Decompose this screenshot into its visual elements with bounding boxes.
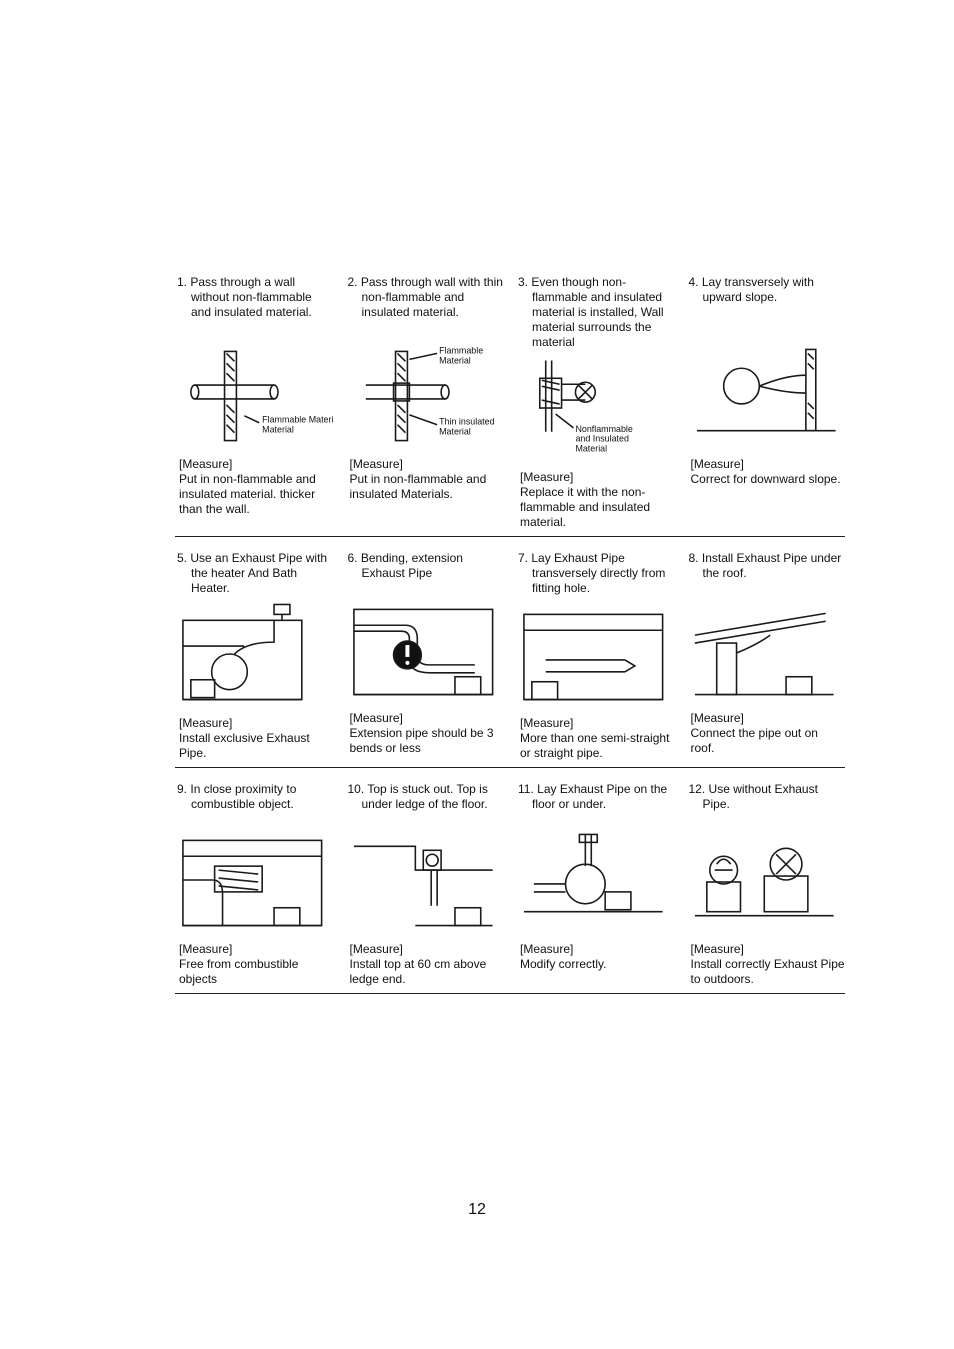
cell-6: 6. Bending, extension Exhaust Pipe bbox=[346, 551, 505, 761]
cell-8: 8. Install Exhaust Pipe under the roof. bbox=[687, 551, 846, 761]
svg-text:Material: Material bbox=[439, 355, 471, 365]
diagram-wall-surround: Nonflammable and Insulated Material bbox=[516, 354, 675, 464]
measure-text: [Measure]Put in non-flammable and insula… bbox=[175, 457, 334, 517]
svg-text:and Insulated: and Insulated bbox=[575, 434, 629, 444]
diagram-upward bbox=[687, 341, 846, 451]
item-title: 7. Lay Exhaust Pipe transversely directl… bbox=[530, 551, 675, 596]
item-title: 8. Install Exhaust Pipe under the roof. bbox=[701, 551, 846, 591]
cell-4: 4. Lay transversely with upward slope. bbox=[687, 275, 846, 530]
diagram-ledge bbox=[346, 826, 505, 936]
cell-2: 2. Pass through wall with thin non-flamm… bbox=[346, 275, 505, 530]
measure-text: [Measure]Modify correctly. bbox=[516, 942, 675, 972]
item-title: 4. Lay transversely with upward slope. bbox=[701, 275, 846, 337]
item-title: 6. Bending, extension Exhaust Pipe bbox=[360, 551, 505, 591]
svg-text:Flammable: Flammable bbox=[439, 345, 483, 355]
measure-text: [Measure]Install top at 60 cm above ledg… bbox=[346, 942, 505, 987]
measure-text: [Measure]Install correctly Exhaust Pipe … bbox=[687, 942, 846, 987]
row-2: 5. Use an Exhaust Pipe with the heater A… bbox=[175, 551, 845, 768]
cell-3: 3. Even though non-flammable and insulat… bbox=[516, 275, 675, 530]
diagram-wall-flammable: Flammable Material Material bbox=[175, 341, 334, 451]
item-title: 10. Top is stuck out. Top is under ledge… bbox=[360, 782, 505, 822]
item-title: 11. Lay Exhaust Pipe on the floor or und… bbox=[530, 782, 675, 822]
cell-11: 11. Lay Exhaust Pipe on the floor or und… bbox=[516, 782, 675, 987]
item-title: 1. Pass through a wall without non-flamm… bbox=[189, 275, 334, 337]
item-title: 12. Use without Exhaust Pipe. bbox=[701, 782, 846, 822]
diagram-shared bbox=[175, 600, 334, 710]
cell-7: 7. Lay Exhaust Pipe transversely directl… bbox=[516, 551, 675, 761]
diagram-floor bbox=[516, 826, 675, 936]
measure-text: [Measure]Install exclusive Exhaust Pipe. bbox=[175, 716, 334, 761]
diagram-under-roof bbox=[687, 595, 846, 705]
item-title: 9. In close proximity to combustible obj… bbox=[189, 782, 334, 822]
measure-text: [Measure]Connect the pipe out on roof. bbox=[687, 711, 846, 756]
diagram-label: Flammable Material bbox=[262, 415, 333, 425]
row-1: 1. Pass through a wall without non-flamm… bbox=[175, 275, 845, 537]
measure-text: [Measure]Replace it with the non-flammab… bbox=[516, 470, 675, 530]
cell-1: 1. Pass through a wall without non-flamm… bbox=[175, 275, 334, 530]
cell-12: 12. Use without Exhaust Pipe. bbox=[687, 782, 846, 987]
item-title: 2. Pass through wall with thin non-flamm… bbox=[360, 275, 505, 337]
svg-text:Material: Material bbox=[575, 444, 607, 454]
measure-text: [Measure]More than one semi-straight or … bbox=[516, 716, 675, 761]
cell-9: 9. In close proximity to combustible obj… bbox=[175, 782, 334, 987]
svg-text:Thin insulated: Thin insulated bbox=[439, 417, 494, 427]
measure-text: [Measure]Correct for downward slope. bbox=[687, 457, 846, 487]
svg-text:Material: Material bbox=[439, 427, 471, 437]
item-title: 3. Even though non-flammable and insulat… bbox=[530, 275, 675, 350]
svg-text:Nonflammable: Nonflammable bbox=[575, 424, 632, 434]
diagram-no-pipe bbox=[687, 826, 846, 936]
diagram-bending bbox=[346, 595, 505, 705]
cell-10: 10. Top is stuck out. Top is under ledge… bbox=[346, 782, 505, 987]
measure-text: [Measure]Extension pipe should be 3 bend… bbox=[346, 711, 505, 756]
diagram-proximity bbox=[175, 826, 334, 936]
cell-5: 5. Use an Exhaust Pipe with the heater A… bbox=[175, 551, 334, 761]
diagram-wall-thin: Flammable Material Thin insulated Materi… bbox=[346, 341, 505, 451]
measure-text: [Measure]Free from combustible objects bbox=[175, 942, 334, 987]
item-title: 5. Use an Exhaust Pipe with the heater A… bbox=[189, 551, 334, 596]
page: 1. Pass through a wall without non-flamm… bbox=[0, 0, 954, 1349]
content-area: 1. Pass through a wall without non-flamm… bbox=[175, 275, 845, 1008]
svg-text:Material: Material bbox=[262, 425, 294, 435]
page-number: 12 bbox=[0, 1201, 954, 1219]
diagram-transverse bbox=[516, 600, 675, 710]
row-3: 9. In close proximity to combustible obj… bbox=[175, 782, 845, 994]
measure-text: [Measure]Put in non-flammable and insula… bbox=[346, 457, 505, 502]
